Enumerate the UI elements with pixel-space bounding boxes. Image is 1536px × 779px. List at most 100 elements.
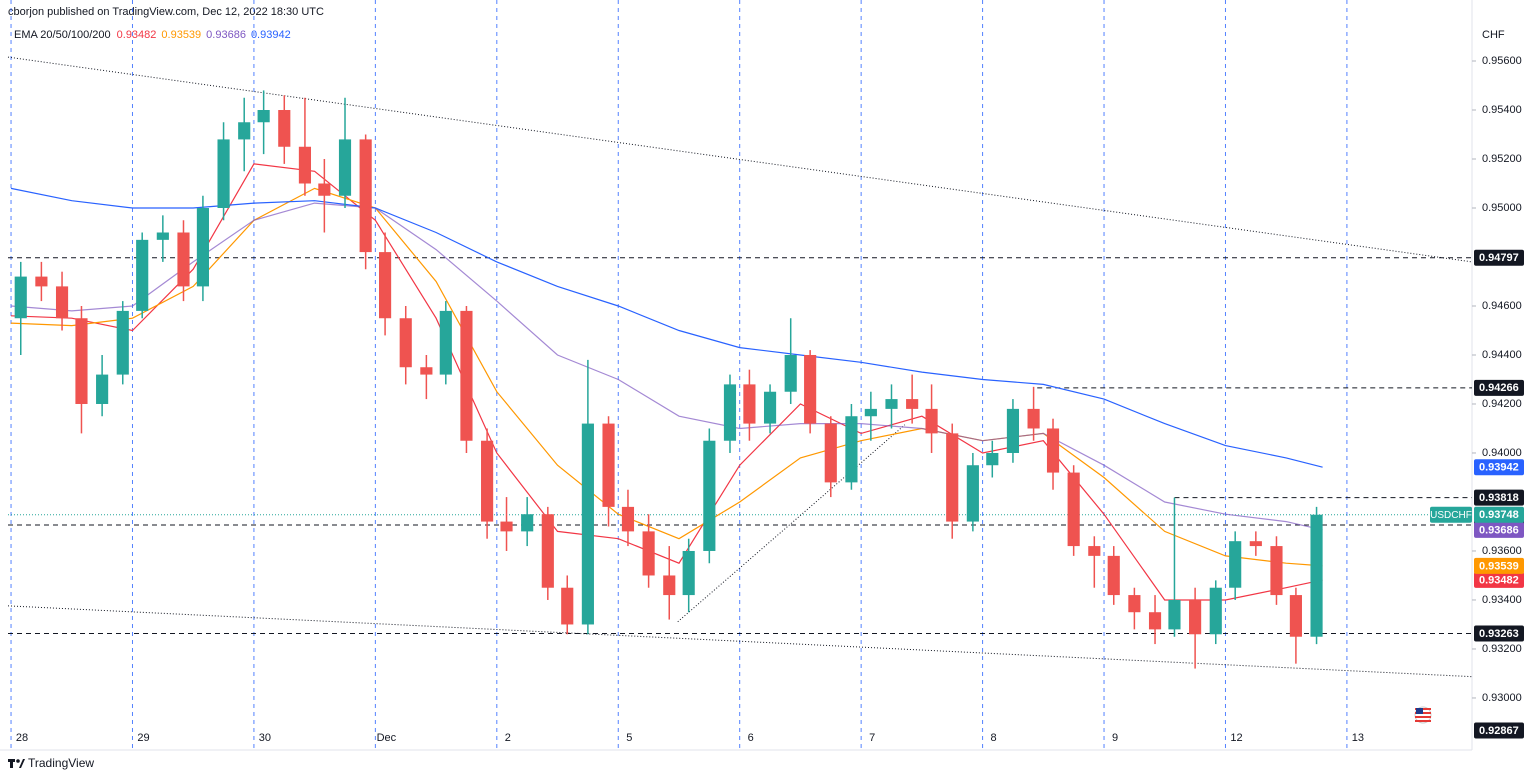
candle-body xyxy=(784,354,797,392)
candle-body xyxy=(824,423,837,483)
price-tag xyxy=(1474,625,1524,642)
y-tick-label: 0.94000 xyxy=(1482,447,1522,459)
candle-body xyxy=(1270,546,1283,596)
price-tag xyxy=(1474,557,1524,574)
candle-body xyxy=(156,232,169,240)
y-tick-label: 0.95600 xyxy=(1482,55,1522,67)
ema-line xyxy=(10,187,1323,567)
price-tag-label: 0.93482 xyxy=(1479,574,1519,586)
tv-logo xyxy=(8,759,25,768)
y-tick-label: 0.94400 xyxy=(1482,349,1522,361)
candle-body xyxy=(1310,514,1323,637)
candle-body xyxy=(946,433,959,522)
candle-body xyxy=(116,310,129,375)
candle-body xyxy=(500,521,513,532)
candle-body xyxy=(217,139,230,209)
ema-line xyxy=(10,163,1323,601)
price-tag-label: 0.93942 xyxy=(1479,462,1519,474)
candle-body xyxy=(14,276,27,319)
indicator-value: 0.93482 xyxy=(117,29,157,41)
y-tick-label: 0.93000 xyxy=(1482,692,1522,704)
candle-body xyxy=(1088,546,1101,556)
price-tag xyxy=(1474,249,1524,266)
y-tick-label: 0.94600 xyxy=(1482,300,1522,312)
candle-body xyxy=(1006,408,1020,453)
price-tag-label: 0.93539 xyxy=(1479,560,1519,572)
y-tick-label: 0.95400 xyxy=(1482,104,1522,116)
candle-body xyxy=(177,232,190,287)
candle-body xyxy=(561,587,574,625)
ema-line xyxy=(10,202,1323,531)
price-tag xyxy=(1474,722,1524,739)
symbol-tag xyxy=(1430,506,1472,523)
candle-body xyxy=(439,310,452,375)
trendline xyxy=(677,424,906,623)
candle-body xyxy=(1046,428,1060,473)
candle-body xyxy=(621,506,635,532)
price-tag xyxy=(1474,521,1524,538)
candle-body xyxy=(420,367,433,375)
trendline xyxy=(7,56,1473,263)
candle-body xyxy=(581,423,594,625)
plot xyxy=(7,56,1473,678)
candle-body xyxy=(986,452,999,466)
candle-body xyxy=(379,252,392,319)
price-tag-label: 0.93748 xyxy=(1479,509,1519,521)
grid xyxy=(10,0,1348,750)
candle-body xyxy=(298,146,312,184)
price-tag-label: 0.93263 xyxy=(1479,628,1519,640)
candle-body xyxy=(35,276,48,287)
x-tick-label: 12 xyxy=(1230,732,1242,744)
price-tag xyxy=(1474,379,1524,396)
candle-body xyxy=(925,408,938,434)
x-tick-label: 7 xyxy=(869,732,875,744)
ema-line xyxy=(10,187,1323,468)
x-tick-label: 9 xyxy=(1112,732,1118,744)
candle-body xyxy=(359,139,372,253)
x-tick-label: 5 xyxy=(626,732,632,744)
price-tag xyxy=(1474,506,1524,523)
indicator-value: 0.93942 xyxy=(251,29,291,41)
price-tag-label: 0.93686 xyxy=(1479,524,1519,536)
x-tick-label: Dec xyxy=(377,732,397,744)
candle-body xyxy=(1229,541,1242,588)
candle-body xyxy=(663,575,676,596)
candle-body xyxy=(541,514,554,588)
price-tag xyxy=(1474,571,1524,588)
x-tick-label: 8 xyxy=(991,732,997,744)
candle-body xyxy=(1168,599,1181,630)
y-tick-label: 0.95000 xyxy=(1482,202,1522,214)
candle-body xyxy=(257,110,270,123)
y-tick-label: 0.93400 xyxy=(1482,594,1522,606)
x-tick-label: 2 xyxy=(505,732,511,744)
price-tag-label: 0.92867 xyxy=(1479,725,1519,737)
symbol-label: USDCHF xyxy=(1430,510,1472,521)
candle-body xyxy=(804,354,817,424)
candle-body xyxy=(1189,599,1202,635)
candle-body xyxy=(1289,595,1302,637)
candle-body xyxy=(642,531,655,576)
x-tick-label: 13 xyxy=(1352,732,1364,744)
candle-body xyxy=(75,318,88,404)
candle-body xyxy=(1249,541,1262,547)
price-tag-label: 0.94266 xyxy=(1479,382,1519,394)
candle-body xyxy=(703,440,716,551)
x-tick-label: 29 xyxy=(137,732,149,744)
candle-body xyxy=(1067,472,1080,547)
candle-body xyxy=(864,408,877,417)
candle-body xyxy=(196,208,209,287)
flag-icon xyxy=(1414,706,1432,724)
candle-body xyxy=(885,399,898,409)
x-tick-label: 28 xyxy=(16,732,28,744)
candle-body xyxy=(318,183,331,196)
candle-body xyxy=(1128,595,1141,613)
x-tick-label: 6 xyxy=(748,732,754,744)
candle-body xyxy=(845,416,858,483)
y-tick-label: 0.95200 xyxy=(1482,153,1522,165)
candle-body xyxy=(481,440,494,522)
footer: TradingView xyxy=(28,756,94,770)
candle-body xyxy=(1209,587,1222,635)
candle-body xyxy=(55,286,69,319)
price-tag xyxy=(1474,459,1524,476)
